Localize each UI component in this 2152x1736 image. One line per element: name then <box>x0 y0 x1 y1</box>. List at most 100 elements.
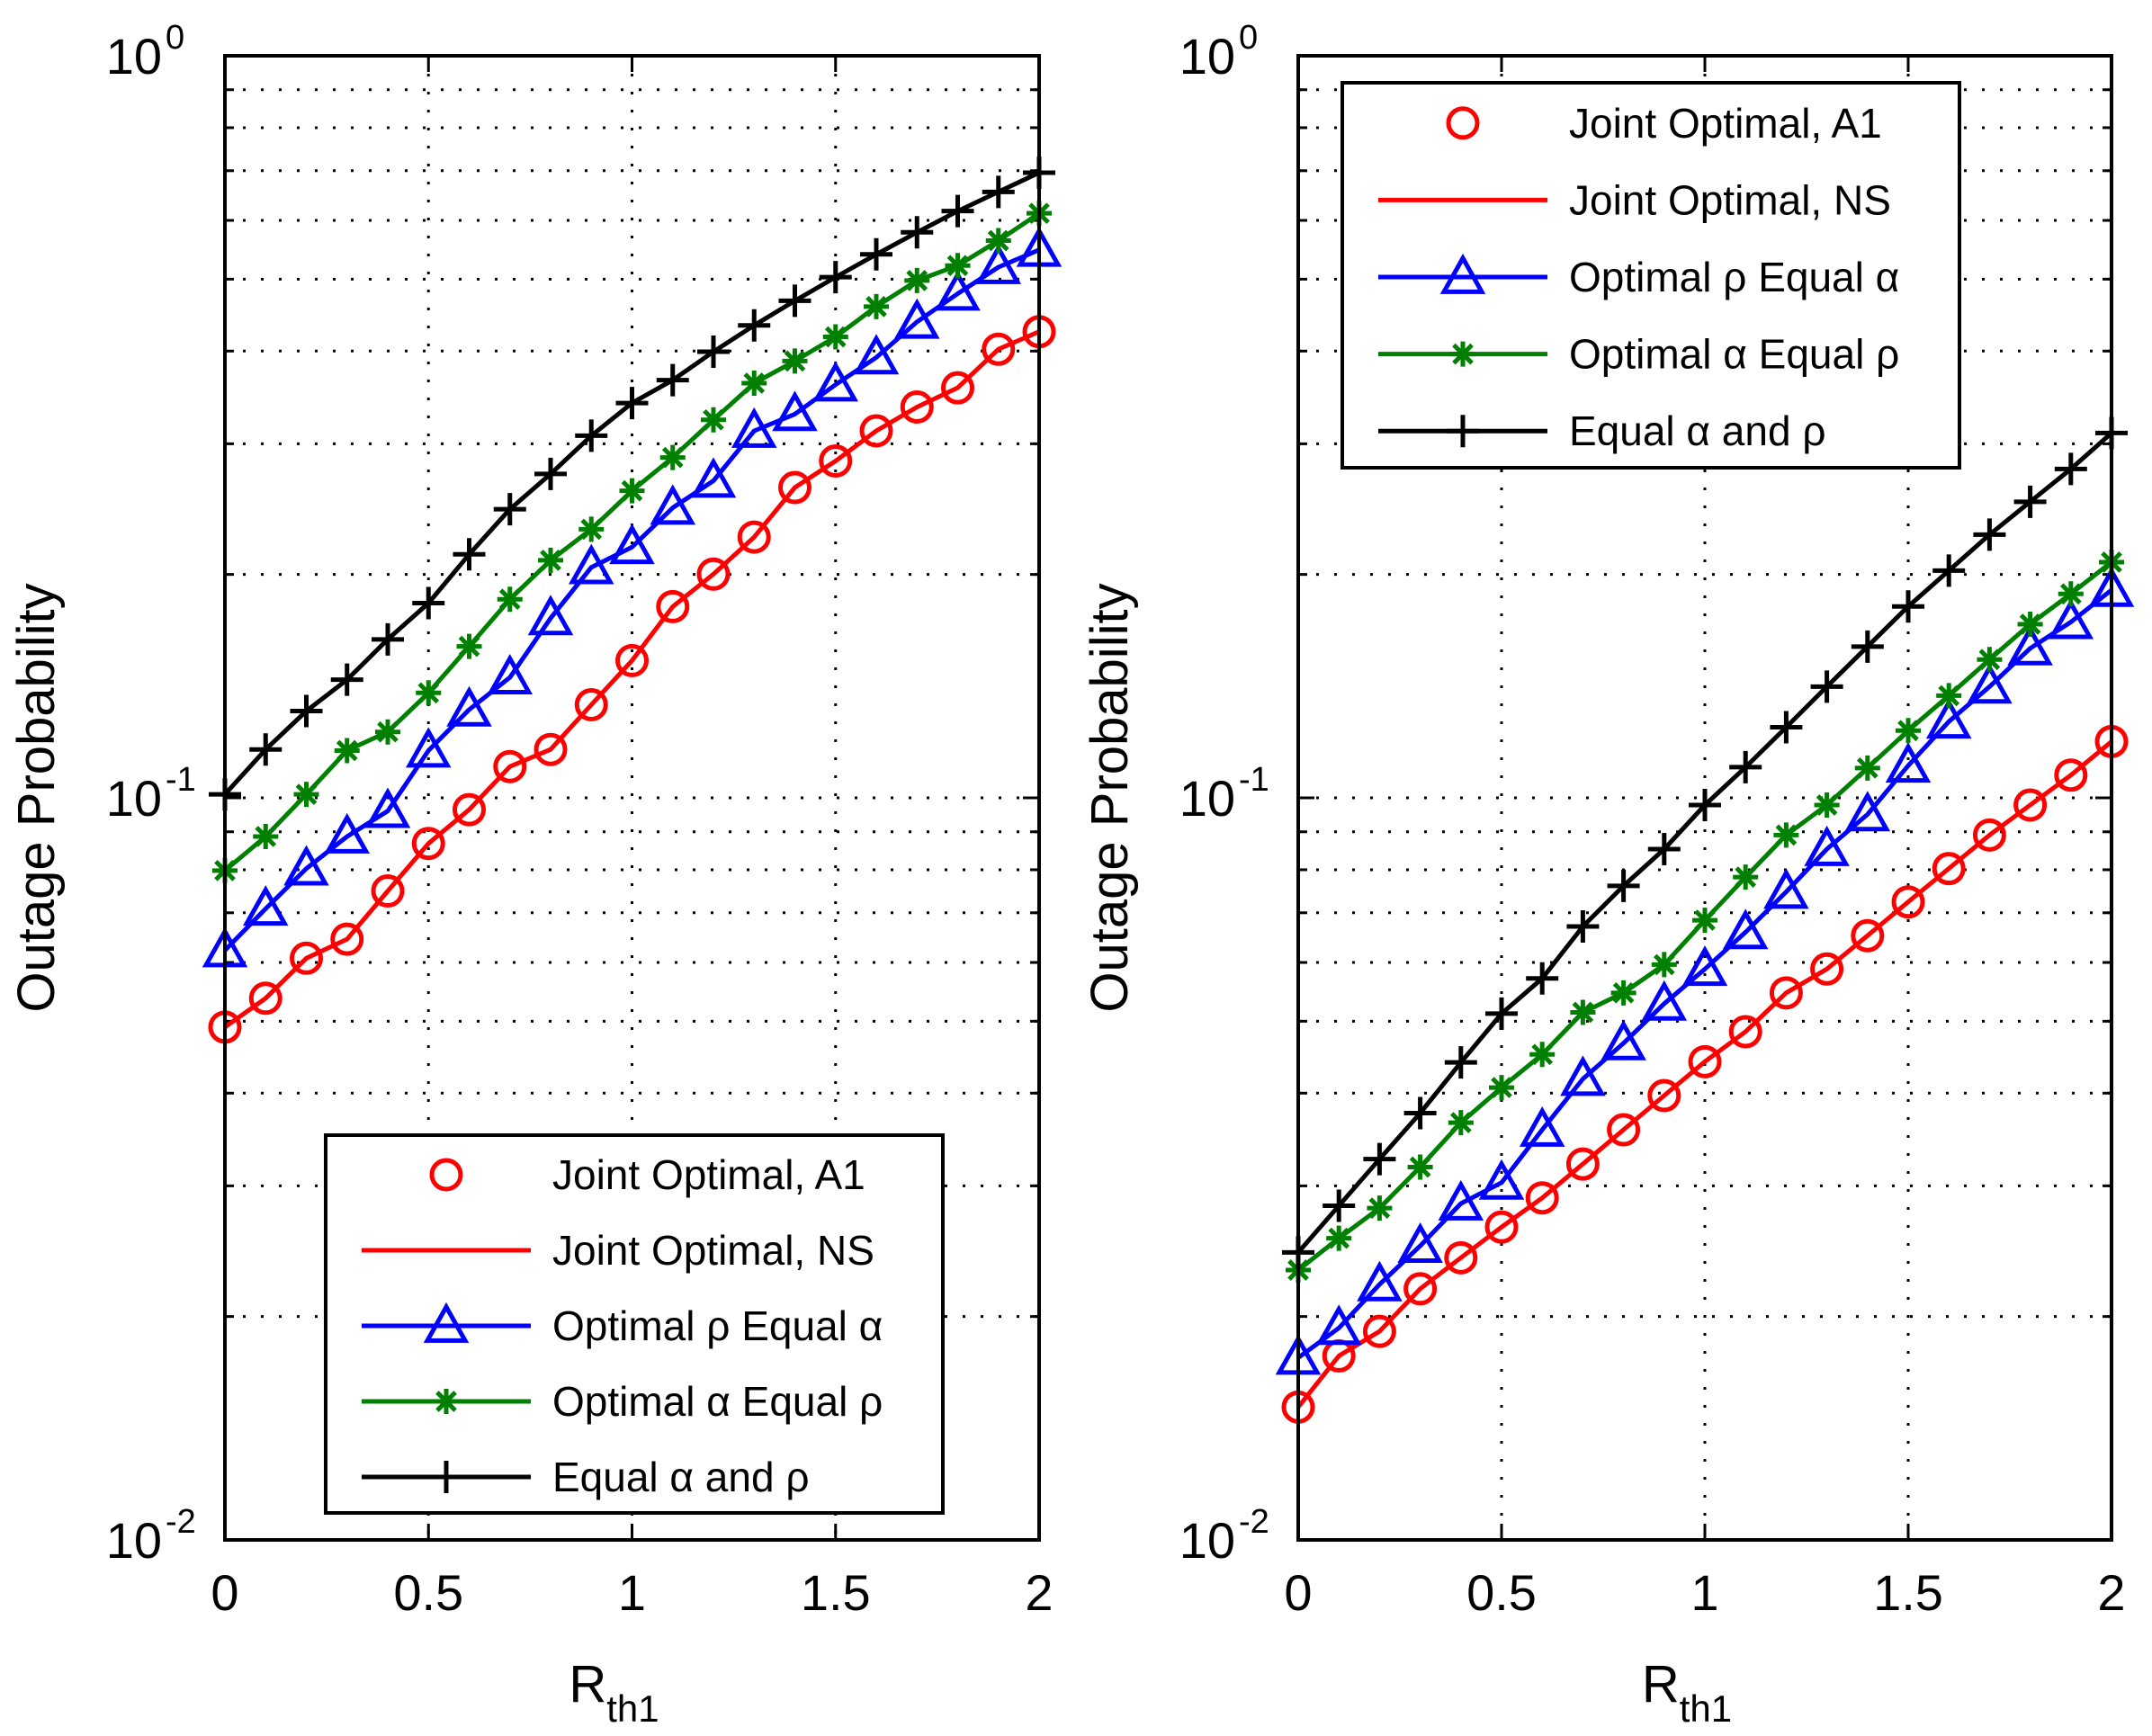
data-point-circle <box>2013 788 2048 822</box>
data-point-star <box>375 719 400 745</box>
x-axis-label: Rth1 <box>1642 1655 1732 1730</box>
data-point-circle <box>1810 952 1844 986</box>
data-point-plus <box>1566 909 1600 943</box>
data-point-star <box>1367 1195 1393 1221</box>
data-point-circle <box>1444 1240 1478 1275</box>
data-point-triangle <box>1641 980 1688 1021</box>
x-axis-label: Rth1 <box>569 1655 659 1730</box>
data-point-circle <box>1647 1078 1681 1113</box>
data-point-circle <box>453 792 486 827</box>
legend-item: Joint Optimal, A1 <box>1446 100 1882 147</box>
data-point-plus <box>453 538 486 571</box>
x-tick-label: 1.5 <box>801 1564 871 1621</box>
data-point-plus <box>860 237 892 271</box>
legend-marker-plus <box>430 1461 462 1493</box>
data-point-triangle <box>1397 1222 1443 1264</box>
y-tick-exponent: -1 <box>1239 761 1269 799</box>
data-point-plus <box>982 175 1015 209</box>
data-point-plus <box>372 622 404 656</box>
data-point-triangle <box>1681 945 1728 987</box>
legend-label: Optimal ρ Equal α <box>1569 254 1899 300</box>
data-point-circle <box>574 687 608 721</box>
data-point-circle <box>1769 976 1803 1010</box>
data-point-star <box>538 547 563 573</box>
data-point-star <box>1448 1110 1474 1136</box>
data-point-circle <box>1403 1272 1438 1306</box>
data-point-star <box>985 228 1011 254</box>
x-tick-label: 1.5 <box>1873 1564 1943 1621</box>
legend-label: Joint Optimal, NS <box>552 1227 874 1274</box>
y-tick-exponent: 0 <box>1239 19 1258 57</box>
data-point-circle <box>819 444 853 479</box>
data-point-triangle <box>1560 1055 1606 1096</box>
x-tick-label: 0 <box>211 1564 238 1621</box>
y-axis-label: Outage Probability <box>1080 583 1139 1012</box>
legend-marker-star <box>1450 341 1475 367</box>
legend-item: Optimal α Equal ρ <box>362 1378 883 1425</box>
data-point-triangle <box>487 654 534 695</box>
data-point-circle <box>615 643 649 677</box>
data-point-plus <box>412 586 445 620</box>
data-point-triangle <box>324 812 371 854</box>
data-point-star <box>1326 1225 1352 1251</box>
y-tick-label: 10 <box>106 770 162 827</box>
data-point-plus <box>493 493 526 526</box>
legend-marker-plus <box>1447 415 1479 448</box>
data-point-circle <box>330 922 364 956</box>
x-tick-labels: 0 0.5 1 1.5 2 <box>211 1564 1053 1621</box>
series-0 <box>1281 724 2129 1424</box>
data-point-triangle <box>1478 1159 1525 1200</box>
data-point-triangle <box>1315 1304 1362 1346</box>
data-point-circle <box>737 520 771 554</box>
data-point-star <box>1854 755 1880 781</box>
data-point-triangle <box>1601 1019 1646 1060</box>
legend-marker-star <box>434 1389 459 1414</box>
series-1 <box>1296 739 2113 1409</box>
legend-marker-circle <box>1446 106 1480 140</box>
data-point-plus <box>290 694 323 728</box>
x-tick-labels: 0 0.5 1 1.5 2 <box>1284 1564 2125 1621</box>
data-point-star <box>904 267 930 293</box>
legend-label: Joint Optimal, A1 <box>1569 100 1882 147</box>
data-point-circle <box>778 470 811 505</box>
data-point-star <box>293 782 319 808</box>
data-point-circle <box>2054 758 2088 792</box>
legend-marker-triangle <box>1439 253 1486 294</box>
data-point-circle <box>1728 1015 1762 1049</box>
data-point-circle <box>982 332 1016 366</box>
x-tick-label: 1 <box>618 1564 646 1621</box>
data-point-star <box>782 348 808 374</box>
y-tick-label: 10 <box>1179 28 1235 85</box>
data-point-triangle <box>1804 825 1850 866</box>
series-1 <box>223 329 1040 1029</box>
series-line <box>1296 587 2113 1360</box>
data-point-star <box>619 478 645 504</box>
data-point-triangle <box>1438 1179 1484 1221</box>
data-point-plus <box>697 336 730 369</box>
x-tick-label: 0.5 <box>1466 1564 1537 1621</box>
legend-marker-triangle <box>423 1302 470 1343</box>
data-point-triangle <box>405 727 452 768</box>
data-point-circle <box>290 941 323 975</box>
data-point-star <box>253 823 279 849</box>
data-point-circle <box>696 557 731 591</box>
data-point-triangle <box>893 298 940 339</box>
data-point-triangle <box>935 270 981 311</box>
data-point-plus <box>738 309 771 342</box>
data-point-circle <box>1484 1210 1519 1244</box>
data-point-plus <box>249 733 282 766</box>
data-point-triangle <box>1885 742 1932 783</box>
data-point-plus <box>1526 962 1559 995</box>
data-point-triangle <box>853 334 900 375</box>
data-point-plus <box>1973 518 2006 551</box>
data-point-triangle <box>2048 598 2094 640</box>
data-point-triangle <box>1357 1260 1403 1302</box>
y-tick-exponent: -1 <box>166 761 196 799</box>
data-point-circle <box>1932 852 1966 886</box>
series-2 <box>1275 566 2135 1375</box>
data-point-star <box>1773 822 1799 848</box>
data-point-star <box>2017 611 2043 637</box>
legend: Joint Optimal, A1 Joint Optimal, NS Optima… <box>324 1133 945 1515</box>
